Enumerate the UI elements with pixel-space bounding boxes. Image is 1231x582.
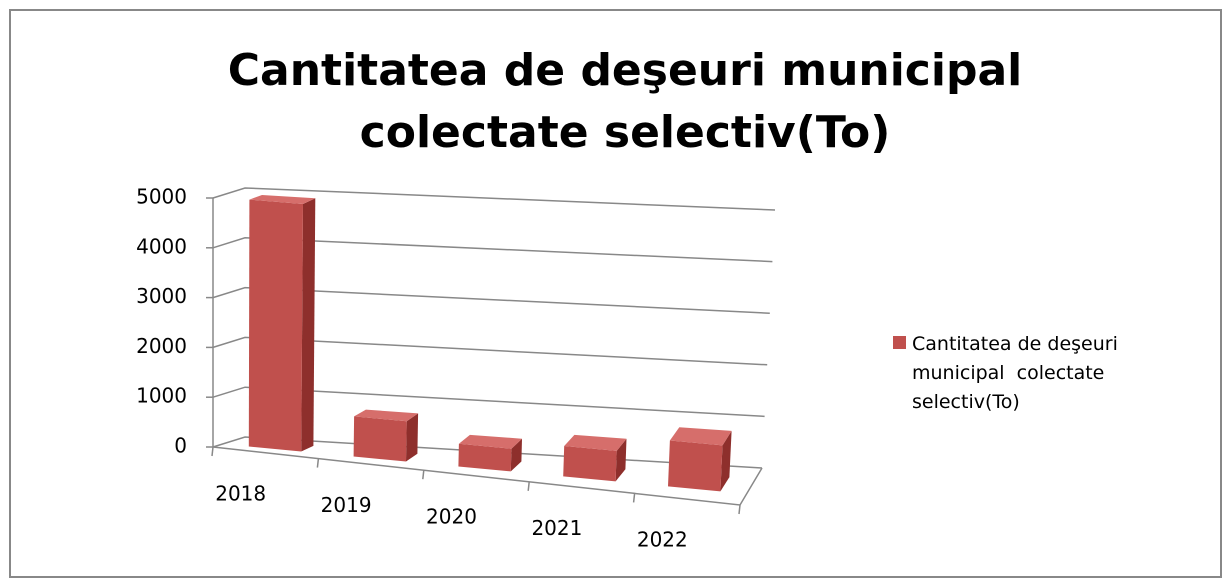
bar-front	[458, 443, 512, 472]
bar	[563, 434, 627, 482]
bar-front	[668, 440, 723, 492]
grid-line	[212, 187, 776, 211]
bar-top	[458, 434, 522, 449]
bar	[248, 195, 316, 452]
x-tick	[211, 446, 214, 457]
bar-side	[720, 430, 732, 492]
x-tick	[316, 458, 320, 468]
legend-swatch	[893, 336, 906, 349]
x-tick	[527, 481, 530, 491]
bar-side	[615, 438, 627, 482]
bar-front	[248, 199, 303, 452]
bar-top	[669, 427, 732, 446]
bar	[668, 427, 732, 492]
grid-line	[212, 386, 765, 418]
y-tick-label: 0	[174, 434, 187, 458]
bar-front	[563, 446, 617, 482]
y-tick-label: 4000	[136, 234, 187, 258]
x-tick	[632, 493, 636, 503]
grid-line	[212, 336, 768, 366]
chart-border	[9, 9, 1222, 578]
bar	[458, 434, 522, 472]
x-tick-label: 2018	[215, 481, 266, 505]
bar-side	[301, 198, 316, 452]
x-tick	[422, 470, 425, 480]
legend-label: Cantitatea de deşeuri municipal colectat…	[912, 333, 1124, 413]
bar-front	[353, 416, 407, 462]
x-tick-label: 2019	[321, 493, 372, 517]
x-tick	[738, 504, 741, 515]
x-tick-label: 2020	[426, 505, 477, 529]
x-tick-label: 2022	[637, 528, 688, 552]
bar	[353, 409, 419, 462]
y-tick-label: 1000	[136, 384, 187, 408]
grid-line	[212, 237, 773, 263]
bar-side	[406, 413, 419, 462]
y-tick-label: 3000	[136, 284, 187, 308]
y-tick-label: 5000	[136, 185, 187, 209]
x-tick-label: 2021	[531, 516, 582, 540]
y-tick-label: 2000	[136, 334, 187, 358]
bar-top	[564, 434, 627, 451]
bar-side	[510, 438, 522, 472]
chart-title: Cantitatea de deşeuri municipal colectat…	[227, 45, 1023, 158]
grid-line	[212, 286, 770, 314]
bar-top	[249, 195, 316, 204]
bar-top	[354, 409, 419, 422]
